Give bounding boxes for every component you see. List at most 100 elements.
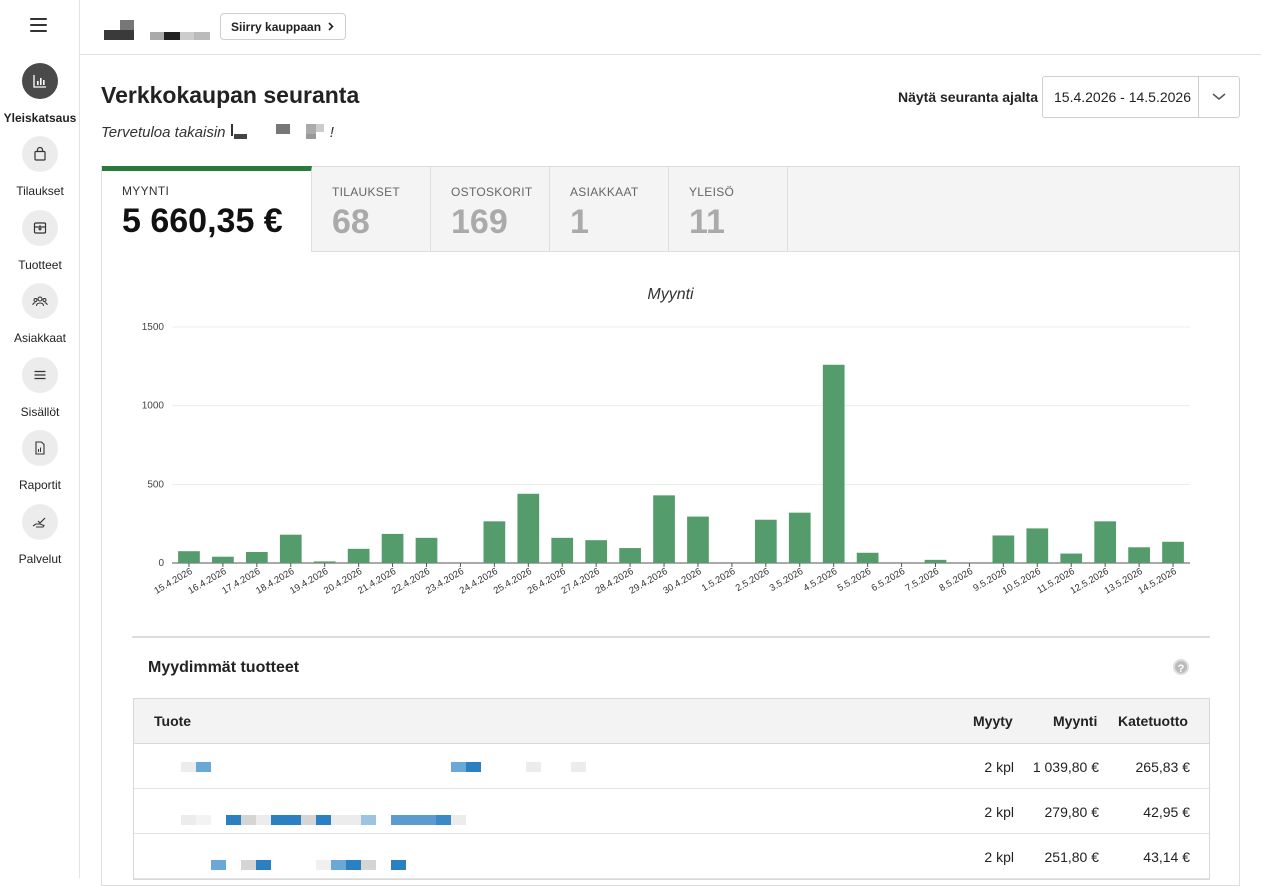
welcome-suffix: !	[329, 123, 334, 141]
tab-asiakkaat[interactable]: ASIAKKAAT 1	[550, 167, 669, 252]
table-row[interactable]: 2 kpl 251,80 € 43,14 €	[134, 834, 1209, 879]
date-range-select[interactable]: 15.4.2026 - 14.5.2026	[1042, 76, 1240, 118]
table-header: Tuote Myyty Myynti Katetuotto	[134, 699, 1209, 744]
x-tick-label: 1.5.2026	[700, 566, 738, 594]
table-row[interactable]: 2 kpl 279,80 € 42,95 €	[134, 789, 1209, 834]
margin-cell: 265,83 €	[1135, 759, 1191, 775]
list-icon	[22, 357, 58, 393]
bestsellers-table: Tuote Myyty Myynti Katetuotto 2 kpl 1 03…	[133, 698, 1210, 880]
bar-7.5.2026	[924, 559, 947, 563]
sidebar-item-palvelut[interactable]: Palvelut	[0, 504, 80, 566]
product-name-redacted[interactable]	[134, 834, 934, 879]
x-tick-label: 5.5.2026	[836, 566, 874, 594]
tab-value: 5 660,35 €	[122, 202, 283, 240]
sidebar-item-sisallot[interactable]: Sisällöt	[0, 357, 80, 419]
shopping-bag-icon	[22, 136, 58, 172]
sales-cell: 279,80 €	[1044, 804, 1100, 820]
bar-4.5.2026	[822, 364, 845, 563]
x-tick-label: 4.5.2026	[802, 566, 840, 594]
bar-16.4.2026	[212, 556, 234, 563]
bar-30.4.2026	[687, 516, 709, 563]
x-tick-label: 6.5.2026	[870, 566, 908, 594]
tab-label: TILAUKSET	[332, 185, 401, 199]
x-tick-label: 3.5.2026	[768, 566, 806, 594]
people-icon	[22, 283, 58, 319]
column-sold[interactable]: Myyty	[973, 713, 1013, 729]
sold-cell: 2 kpl	[984, 759, 1014, 775]
sidebar-item-asiakkaat[interactable]: Asiakkaat	[0, 283, 80, 345]
welcome-text: Tervetuloa takaisin	[101, 123, 226, 141]
bar-20.4.2026	[347, 548, 370, 563]
x-tick-label: 14.5.2026	[1136, 566, 1178, 597]
bar-14.5.2026	[1162, 541, 1184, 563]
tab-myynti[interactable]: MYYNTI 5 660,35 €	[102, 166, 312, 252]
date-range-label: Näytä seuranta ajalta	[898, 89, 1039, 105]
column-product[interactable]: Tuote	[154, 713, 192, 729]
table-row[interactable]: 2 kpl 1 039,80 € 265,83 €	[134, 744, 1209, 789]
bar-9.5.2026	[992, 535, 1015, 563]
tab-tilaukset[interactable]: TILAUKSET 68	[312, 167, 431, 252]
bar-22.4.2026	[415, 537, 438, 563]
margin-cell: 43,14 €	[1143, 849, 1190, 865]
sales-cell: 1 039,80 €	[1032, 759, 1099, 775]
store-logo[interactable]	[104, 20, 214, 40]
user-name-redacted	[230, 122, 330, 144]
divider	[132, 636, 1210, 638]
margin-cell: 42,95 €	[1143, 804, 1190, 820]
product-name-redacted[interactable]	[134, 789, 934, 834]
help-icon[interactable]: ?	[1173, 659, 1189, 675]
bar-28.4.2026	[619, 548, 641, 563]
chevron-right-icon	[327, 20, 335, 34]
page-title: Verkkokaupan seuranta	[101, 82, 360, 108]
sidebar-item-raportit[interactable]: Raportit	[0, 430, 80, 492]
chevron-down-icon[interactable]	[1198, 77, 1239, 117]
bar-17.4.2026	[245, 551, 268, 563]
sidebar-item-label: Raportit	[18, 478, 62, 492]
sidebar-item-label: Sisällöt	[20, 405, 60, 419]
product-name-redacted[interactable]	[134, 744, 934, 789]
chart-title: Myynti	[647, 286, 694, 303]
bar-21.4.2026	[381, 533, 404, 563]
report-icon	[22, 430, 58, 466]
metric-tabs: MYYNTI 5 660,35 € TILAUKSET 68 OSTOSKORI…	[102, 166, 1239, 252]
y-tick-label: 1000	[142, 401, 165, 412]
x-tick-label: 30.4.2026	[661, 566, 703, 597]
column-margin[interactable]: Katetuotto	[1118, 713, 1188, 729]
bar-3.5.2026	[788, 512, 811, 563]
sidebar: Yleiskatsaus Tilaukset Tuotteet Asiakkaa…	[0, 0, 80, 878]
y-tick-label: 0	[158, 558, 164, 569]
bar-13.5.2026	[1128, 547, 1150, 563]
bar-chart-icon	[22, 63, 58, 99]
bar-26.4.2026	[551, 537, 574, 563]
bar-10.5.2026	[1026, 528, 1049, 563]
bar-24.4.2026	[483, 521, 506, 563]
sidebar-item-label: Palvelut	[18, 552, 62, 566]
bar-18.4.2026	[279, 534, 302, 563]
x-tick-label: 2.5.2026	[734, 566, 772, 594]
bar-27.4.2026	[585, 540, 608, 563]
bar-25.4.2026	[517, 493, 540, 563]
bar-19.4.2026	[313, 561, 336, 563]
sidebar-item-label: Tuotteet	[18, 258, 62, 272]
tab-value: 68	[332, 203, 370, 241]
sold-cell: 2 kpl	[984, 849, 1014, 865]
go-to-store-label: Siirry kauppaan	[231, 19, 322, 34]
y-tick-label: 500	[147, 479, 164, 490]
sidebar-item-yleiskatsaus[interactable]: Yleiskatsaus	[0, 63, 80, 125]
column-sales[interactable]: Myynti	[1053, 713, 1098, 729]
sidebar-item-label: Tilaukset	[16, 184, 64, 198]
tab-value: 169	[451, 203, 508, 241]
y-tick-label: 1500	[142, 322, 165, 333]
tab-label: OSTOSKORIT	[451, 185, 533, 199]
tab-value: 1	[570, 203, 589, 241]
tab-value: 11	[689, 203, 725, 241]
menu-icon[interactable]	[30, 18, 47, 32]
tab-ostoskorit[interactable]: OSTOSKORIT 169	[431, 167, 550, 252]
go-to-store-button[interactable]: Siirry kauppaan	[220, 13, 347, 40]
welcome-message: Tervetuloa takaisin !	[101, 122, 334, 144]
sidebar-item-tuotteet[interactable]: Tuotteet	[0, 210, 80, 272]
bar-15.4.2026	[178, 551, 200, 563]
x-tick-label: 8.5.2026	[937, 566, 975, 594]
tab-yleiso[interactable]: YLEISÖ 11	[669, 167, 788, 252]
sidebar-item-tilaukset[interactable]: Tilaukset	[0, 136, 80, 198]
